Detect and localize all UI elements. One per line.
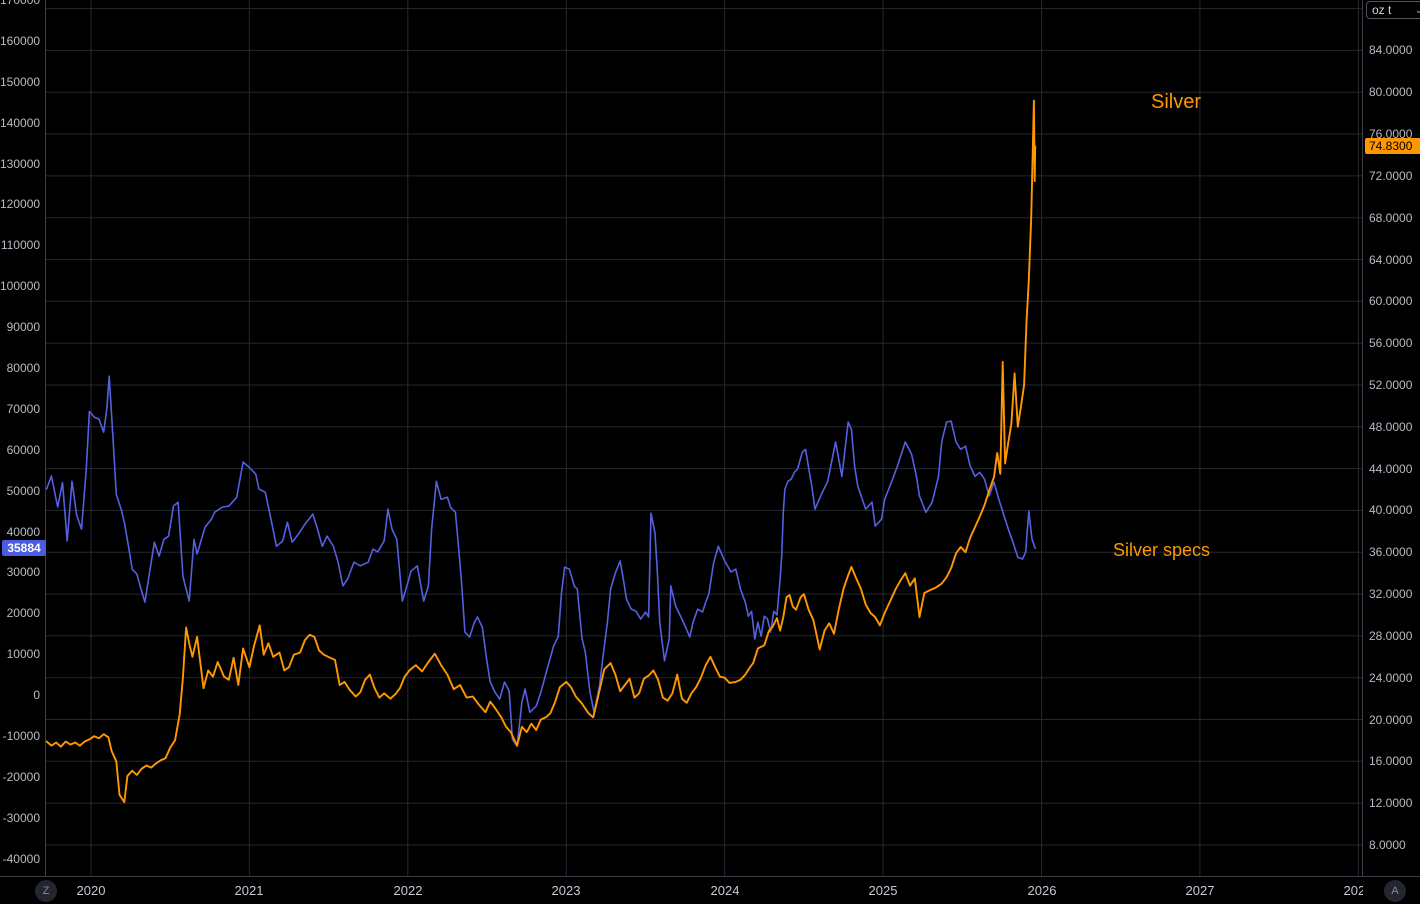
unit-selector-label: oz t — [1372, 2, 1392, 17]
right-axis-tick-label: 24.0000 — [1369, 671, 1413, 685]
right-axis-tick-label: 84.0000 — [1369, 43, 1413, 57]
left-axis-tick-label: 170000 — [0, 0, 41, 7]
left-axis-tick-label: 90000 — [6, 320, 40, 334]
right-current-value-label: 74.8300 — [1365, 138, 1420, 154]
time-axis-year-label: 2025 — [868, 883, 898, 898]
right-axis-tick-label: 52.0000 — [1369, 378, 1413, 392]
right-axis-tick-label: 80.0000 — [1369, 85, 1413, 99]
right-axis-tick-label: 72.0000 — [1369, 169, 1413, 183]
left-axis-tick-label: -30000 — [2, 811, 40, 825]
left-axis-tick-label: -20000 — [2, 770, 40, 784]
right-scale-border — [1362, 0, 1363, 877]
time-axis-year-label: 2028 — [1343, 883, 1363, 898]
time-axis-year-label: 2023 — [551, 883, 581, 898]
left-axis-tick-label: 80000 — [6, 361, 40, 375]
left-axis-tick-label: 120000 — [0, 197, 41, 211]
silver-specs-series-label: Silver specs — [1113, 540, 1211, 560]
right-axis-tick-label: 8.0000 — [1369, 838, 1406, 852]
left-current-value-label: 35884 — [2, 540, 46, 556]
left-axis-tick-label: 150000 — [0, 75, 41, 89]
left-axis-tick-label: -10000 — [2, 729, 40, 743]
time-axis-year-label: 2022 — [393, 883, 423, 898]
left-axis-tick-label: 20000 — [6, 606, 40, 620]
silver-series-label: Silver — [1151, 91, 1202, 113]
left-axis-tick-label: 60000 — [6, 443, 40, 457]
time-scale[interactable]: 2020 2021 2022 2023 2024 2025 2026 2027 2028 — [0, 877, 1363, 904]
left-axis-tick-label: 100000 — [0, 279, 41, 293]
left-axis-tick-label: -40000 — [2, 852, 40, 866]
left-scale-border — [45, 0, 46, 877]
time-axis-year-label: 2024 — [710, 883, 740, 898]
time-axis-year-label: 2026 — [1027, 883, 1057, 898]
right-axis-tick-label: 56.0000 — [1369, 336, 1413, 350]
left-axis-tick-label: 110000 — [0, 238, 40, 252]
right-axis-tick-label: 48.0000 — [1369, 420, 1413, 434]
time-axis-year-label: 2021 — [234, 883, 264, 898]
right-axis-tick-label: 36.0000 — [1369, 545, 1413, 559]
left-axis-tick-label: 30000 — [6, 565, 40, 579]
chevron-down-icon: ⌄ — [1414, 4, 1420, 16]
time-scale-border — [0, 876, 1420, 877]
left-axis-tick-label: 50000 — [6, 484, 40, 498]
left-axis-tick-label: 70000 — [6, 402, 40, 416]
left-axis-tick-label: 160000 — [0, 34, 41, 48]
timezone-badge-button[interactable]: Z — [35, 880, 57, 902]
right-axis-tick-label: 68.0000 — [1369, 211, 1413, 225]
right-axis-tick-label: 64.0000 — [1369, 253, 1413, 267]
right-axis-tick-label: 16.0000 — [1369, 754, 1413, 768]
time-axis-year-label: 2020 — [76, 883, 106, 898]
right-axis-tick-label: 28.0000 — [1369, 629, 1413, 643]
right-axis-tick-label: 60.0000 — [1369, 294, 1413, 308]
time-axis-year-label: 2027 — [1185, 883, 1215, 898]
left-axis-tick-label: 140000 — [0, 116, 41, 130]
unit-selector-dropdown[interactable]: oz t ⌄ — [1366, 1, 1420, 19]
auto-scale-badge-button[interactable]: A — [1384, 880, 1406, 902]
right-axis-tick-label: 32.0000 — [1369, 587, 1413, 601]
left-axis-tick-label: 10000 — [6, 647, 40, 661]
right-axis-tick-label: 44.0000 — [1369, 462, 1413, 476]
left-axis-tick-label: 130000 — [0, 157, 41, 171]
left-axis-tick-label: 40000 — [6, 525, 40, 539]
right-axis-tick-label: 12.0000 — [1369, 796, 1413, 810]
right-axis-tick-label: 20.0000 — [1369, 713, 1413, 727]
right-axis-tick-label: 76.0000 — [1369, 127, 1413, 141]
right-axis-tick-label: 40.0000 — [1369, 503, 1413, 517]
left-axis-tick-label: 0 — [33, 688, 40, 702]
